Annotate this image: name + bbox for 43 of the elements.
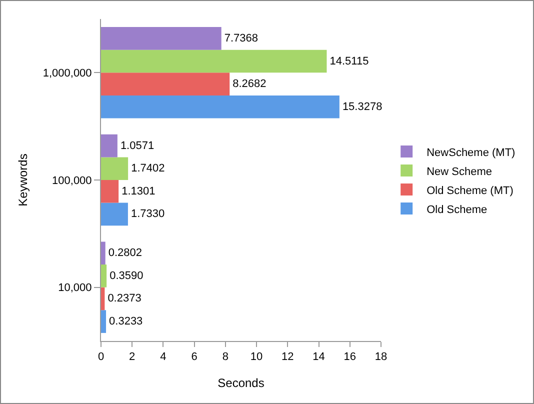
legend-label: New Scheme xyxy=(426,166,492,178)
bar xyxy=(101,202,128,226)
bar xyxy=(101,50,327,73)
y-axis-title: Keywords xyxy=(16,154,30,206)
legend-label: Old Scheme (MT) xyxy=(426,184,514,197)
x-tick-label: 2 xyxy=(129,351,136,364)
y-tick-label: 1,000,000 xyxy=(42,68,92,80)
x-tick-label: 18 xyxy=(374,351,388,364)
bar xyxy=(101,134,118,158)
bar xyxy=(101,72,230,96)
bar xyxy=(101,242,106,265)
data-label: 1.7330 xyxy=(130,208,165,220)
legend-label: Old Scheme xyxy=(426,204,488,216)
data-label: 0.3233 xyxy=(109,316,143,328)
y-tick-label: 100,000 xyxy=(52,174,92,187)
bar xyxy=(101,180,119,203)
data-label: 1.0571 xyxy=(120,140,154,152)
y-tick-label: 10,000 xyxy=(58,282,92,294)
x-tick-label: 4 xyxy=(160,351,166,364)
data-label: 1.7402 xyxy=(131,162,165,175)
bar xyxy=(101,264,107,288)
x-tick-label: 10 xyxy=(250,351,263,364)
data-label: 1.1301 xyxy=(122,185,156,198)
x-tick-label: 16 xyxy=(344,351,356,364)
bar xyxy=(101,27,222,50)
data-label: 0.3590 xyxy=(110,270,144,282)
data-label: 15.3278 xyxy=(342,100,382,113)
data-label: 0.2802 xyxy=(108,247,142,260)
bar xyxy=(101,95,340,118)
x-axis-title: Seconds xyxy=(218,376,264,390)
x-tick-label: 8 xyxy=(222,351,229,364)
x-tick-label: 12 xyxy=(282,351,294,364)
x-tick-label: 0 xyxy=(98,351,104,364)
x-tick-label: 6 xyxy=(191,351,198,364)
x-tick-label: 14 xyxy=(312,351,325,364)
bar xyxy=(101,287,105,310)
legend-label: NewScheme (MT) xyxy=(426,146,516,159)
data-label: 0.2373 xyxy=(108,292,142,305)
data-label: 14.5115 xyxy=(330,55,369,68)
bar xyxy=(101,157,128,180)
bar xyxy=(101,310,106,333)
data-label: 7.7368 xyxy=(224,32,258,44)
data-label: 8.2682 xyxy=(232,78,266,90)
